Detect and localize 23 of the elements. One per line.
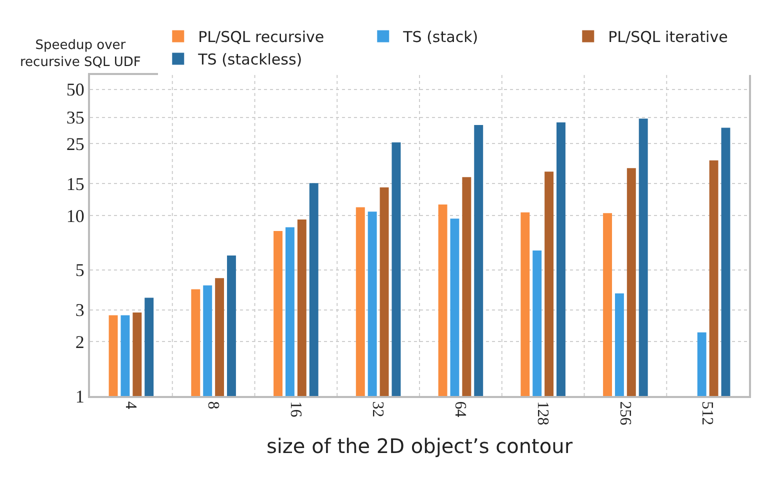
y-tick-label: 5 (75, 260, 84, 280)
legend-label: PL/SQL iterative (608, 28, 728, 46)
y-tick-label: 10 (66, 206, 84, 226)
x-axis-title: size of the 2D object’s contour (266, 434, 574, 458)
y-tick-label: 2 (75, 332, 84, 352)
y-tick-label: 1 (75, 386, 84, 406)
x-tick-label: 32 (369, 401, 386, 418)
y-axis-title: Speedup over recursive SQL UDF (20, 38, 141, 70)
x-tick-label: 256 (616, 401, 634, 426)
legend-label: TS (stack) (402, 28, 478, 46)
y-tick-label: 3 (75, 300, 84, 320)
y-tick-label: 25 (66, 134, 84, 154)
y-tick-label: 50 (66, 80, 84, 100)
x-tick-label: 4 (122, 401, 139, 410)
x-tick-label: 128 (534, 401, 551, 426)
legend-label: TS (stackless) (197, 50, 302, 69)
y-tick-label: 35 (66, 108, 84, 128)
x-tick-label: 8 (204, 401, 222, 410)
y-tick-label: 15 (66, 174, 84, 194)
x-tick-label: 64 (451, 401, 468, 418)
x-tick-label: 512 (698, 401, 716, 426)
x-tick-label: 16 (286, 401, 304, 418)
legend-label: PL/SQL recursive (198, 28, 324, 46)
